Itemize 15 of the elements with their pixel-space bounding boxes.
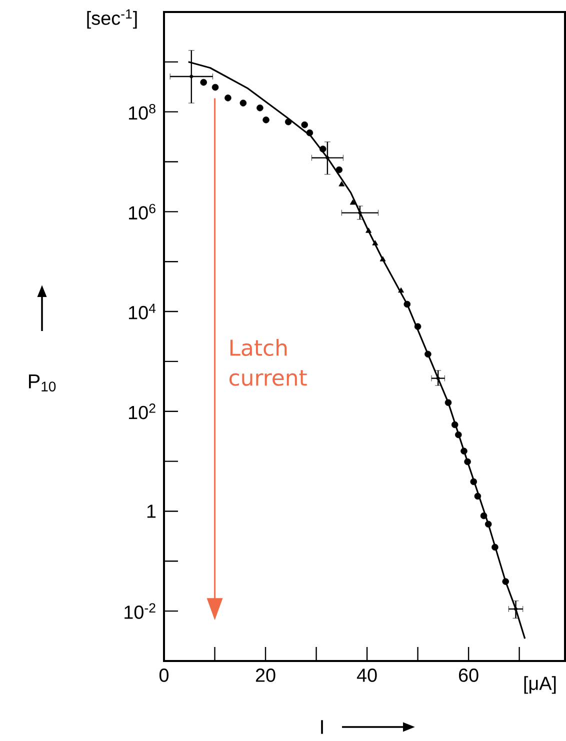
ref-line-label: Latch current bbox=[229, 339, 307, 386]
x-tick-label: 20 bbox=[256, 668, 276, 682]
y-axis-title: P$_{10}$ bbox=[28, 374, 56, 392]
y-tick-label: 10$^{8}$ bbox=[128, 104, 156, 120]
y-tick-label: 10$^{2}$ bbox=[128, 404, 156, 420]
text: [sec$^{-1}$] bbox=[87, 9, 137, 29]
y-tick-label: 10$^{6}$ bbox=[128, 204, 156, 220]
y-tick-label: 1 bbox=[147, 504, 156, 518]
x-tick-label: 40 bbox=[356, 668, 377, 682]
y-tick-label: 10$^{4}$ bbox=[128, 304, 156, 320]
y-tick-label: 10$^{-2}$ bbox=[124, 603, 156, 619]
x-tick-label: 60 bbox=[458, 668, 478, 682]
x-axis-title: I bbox=[321, 720, 323, 734]
x-tick-label: 0 bbox=[159, 668, 169, 682]
text: [μA] bbox=[524, 676, 556, 694]
